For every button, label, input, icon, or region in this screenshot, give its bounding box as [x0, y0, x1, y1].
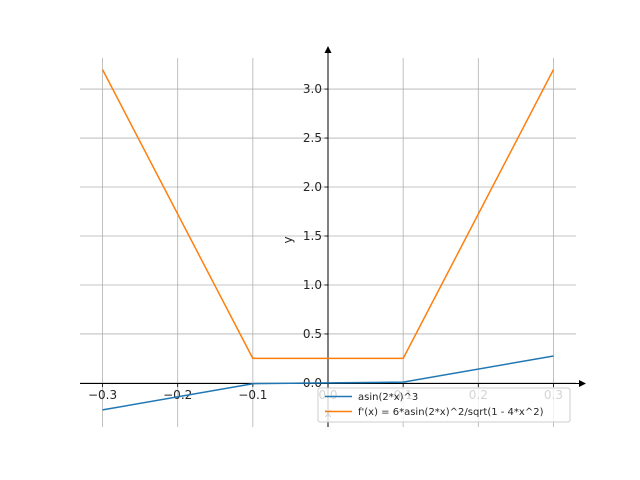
y-tick-label: 1.0 [303, 278, 322, 292]
y-tick-label: 0.5 [303, 327, 322, 341]
x-axis-arrow [579, 380, 586, 387]
series-line-2 [101, 69, 555, 360]
y-axis-label: y [281, 236, 295, 243]
series [101, 69, 555, 411]
legend: asin(2*x)^3 f'(x) = 6*asin(2*x)^2/sqrt(1… [317, 387, 571, 423]
x-tick-label: −0.1 [238, 388, 267, 402]
legend-frame [317, 387, 571, 423]
y-axis-arrow [324, 46, 332, 53]
axes [80, 46, 586, 427]
y-tick-label: 2.5 [303, 131, 322, 145]
x-tick-label: −0.3 [88, 388, 117, 402]
legend-label-2: f'(x) = 6*asin(2*x)^2/sqrt(1 - 4*x^2) [358, 407, 544, 418]
legend-label-1: asin(2*x)^3 [358, 392, 418, 403]
y-tick-label: 3.0 [303, 82, 322, 96]
series-line-1 [102, 355, 554, 411]
y-tick-label: 1.5 [303, 229, 322, 243]
y-tick-label: 2.0 [303, 180, 322, 194]
tick-labels: −0.3−0.2−0.10.00.10.20.30.00.51.01.52.02… [88, 82, 563, 402]
